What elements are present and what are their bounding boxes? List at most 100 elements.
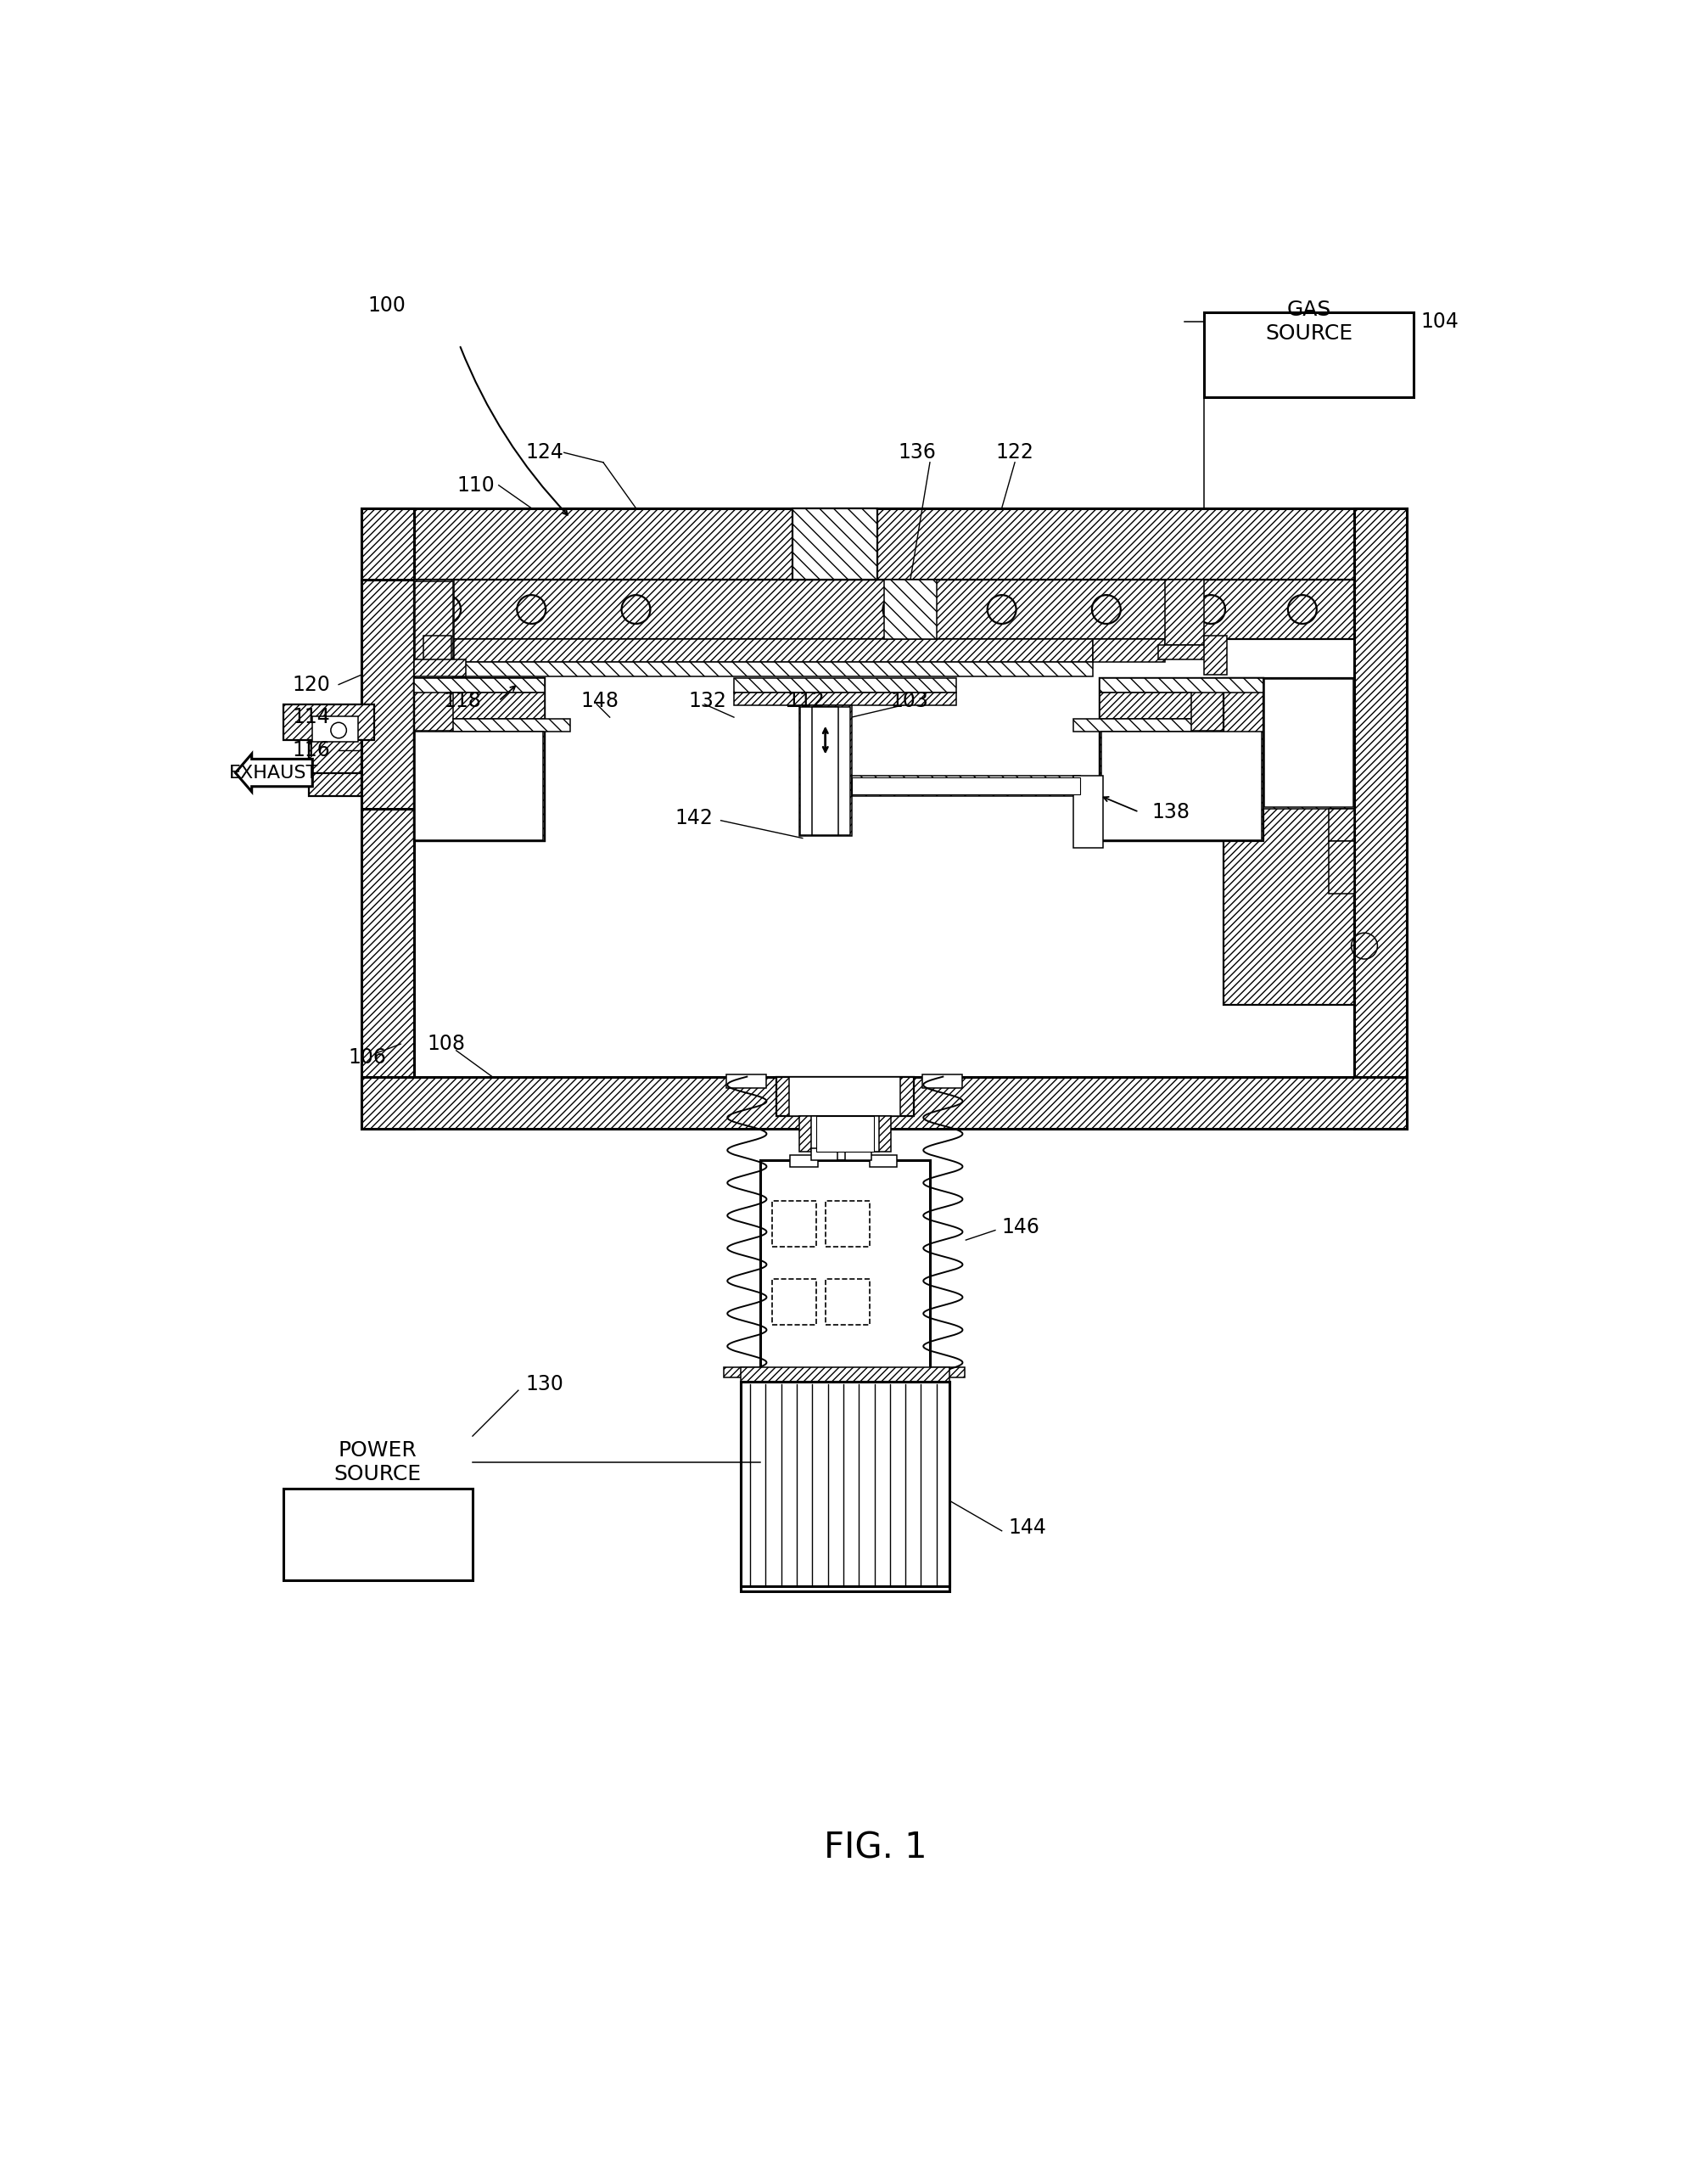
Bar: [1329, 842, 1354, 894]
Bar: [453, 693, 545, 719]
Bar: [1074, 775, 1103, 849]
Bar: [799, 1115, 890, 1152]
Bar: [799, 706, 852, 836]
Bar: [1165, 580, 1204, 645]
Text: 146: 146: [1003, 1217, 1040, 1236]
Text: POWER
SOURCE: POWER SOURCE: [335, 1440, 422, 1485]
Text: 138: 138: [1151, 801, 1190, 823]
Bar: [413, 678, 545, 842]
Bar: [413, 678, 545, 842]
Bar: [724, 1368, 769, 1377]
Bar: [284, 1487, 473, 1580]
Bar: [362, 580, 413, 810]
Bar: [845, 1150, 871, 1160]
Bar: [413, 580, 454, 662]
Text: 130: 130: [526, 1373, 564, 1394]
Bar: [362, 509, 1407, 580]
Bar: [1074, 719, 1190, 732]
Bar: [811, 1115, 880, 1152]
Bar: [1329, 810, 1354, 842]
Bar: [1354, 509, 1407, 1128]
Bar: [813, 706, 839, 836]
Bar: [825, 1280, 869, 1325]
Bar: [869, 1156, 897, 1167]
Bar: [734, 693, 956, 706]
Text: 148: 148: [581, 691, 618, 710]
Bar: [413, 730, 545, 842]
Bar: [1102, 732, 1262, 840]
Text: 100: 100: [367, 294, 407, 316]
Text: 112: 112: [787, 691, 825, 710]
Text: 142: 142: [675, 808, 714, 829]
Text: 110: 110: [456, 474, 495, 496]
Bar: [1100, 678, 1264, 842]
Text: 108: 108: [427, 1035, 465, 1054]
Bar: [772, 1280, 816, 1325]
Bar: [825, 1202, 869, 1247]
Bar: [922, 1074, 962, 1087]
Bar: [313, 717, 359, 743]
Bar: [1100, 678, 1264, 693]
Bar: [816, 1115, 874, 1152]
Text: 136: 136: [898, 442, 936, 463]
Bar: [852, 777, 1079, 795]
Bar: [453, 639, 1093, 662]
Bar: [413, 660, 466, 675]
Text: 118: 118: [442, 691, 482, 710]
Text: 144: 144: [1008, 1518, 1047, 1537]
Bar: [741, 1368, 950, 1381]
Bar: [309, 717, 362, 797]
Bar: [791, 1156, 818, 1167]
Text: 116: 116: [292, 740, 330, 760]
Bar: [885, 580, 936, 639]
Text: 120: 120: [292, 673, 330, 695]
Bar: [793, 509, 878, 580]
Bar: [921, 1368, 965, 1377]
Bar: [413, 580, 1354, 1076]
Bar: [284, 704, 374, 740]
Bar: [801, 706, 851, 836]
Bar: [1100, 678, 1264, 842]
Bar: [413, 678, 545, 693]
Bar: [415, 732, 543, 840]
Bar: [415, 582, 453, 660]
Bar: [789, 1076, 900, 1115]
Bar: [309, 740, 362, 773]
Bar: [1225, 678, 1354, 1005]
Text: 132: 132: [688, 691, 726, 710]
Bar: [811, 1150, 837, 1160]
Bar: [760, 1160, 929, 1370]
Text: EXHAUST: EXHAUST: [229, 764, 319, 782]
Bar: [1264, 678, 1354, 810]
FancyArrow shape: [236, 753, 313, 792]
Text: 106: 106: [348, 1048, 386, 1067]
Bar: [852, 775, 1079, 797]
Bar: [1100, 730, 1264, 842]
Bar: [772, 1202, 816, 1247]
Bar: [777, 1076, 914, 1115]
Bar: [726, 1074, 765, 1087]
Bar: [453, 719, 570, 732]
Text: FIG. 1: FIG. 1: [823, 1829, 927, 1866]
Text: 103: 103: [890, 691, 929, 710]
Text: GAS
SOURCE: GAS SOURCE: [1266, 301, 1353, 344]
Polygon shape: [1093, 639, 1165, 662]
Bar: [362, 1076, 1407, 1128]
Bar: [453, 662, 1093, 675]
Text: 122: 122: [996, 442, 1033, 463]
Text: 104: 104: [1421, 312, 1459, 331]
Text: 114: 114: [292, 708, 330, 727]
Bar: [1100, 693, 1190, 719]
Bar: [1204, 637, 1226, 675]
Bar: [424, 637, 451, 662]
Text: 124: 124: [526, 442, 564, 463]
Polygon shape: [413, 639, 453, 662]
Bar: [1158, 645, 1225, 660]
Bar: [741, 1381, 950, 1587]
Bar: [734, 678, 956, 693]
Bar: [741, 1381, 950, 1591]
Bar: [1204, 312, 1414, 396]
Bar: [413, 580, 1354, 639]
Bar: [1264, 680, 1353, 808]
Bar: [362, 509, 413, 1128]
